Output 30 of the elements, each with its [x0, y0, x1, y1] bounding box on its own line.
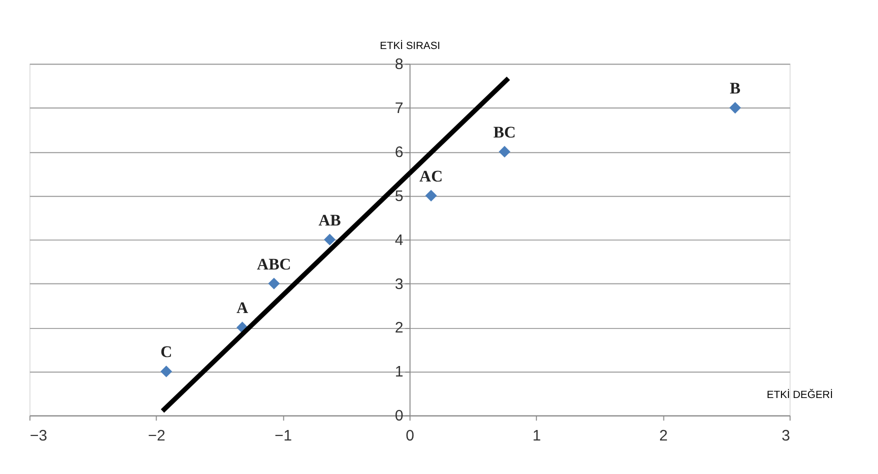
annotation: A: [236, 300, 248, 318]
point: [498, 146, 510, 158]
y-axis-title: ETKİ SIRASI: [380, 39, 440, 52]
point: [729, 102, 741, 114]
annotation: B: [730, 80, 741, 98]
annotation: BC: [493, 124, 516, 142]
annotation: ABC: [256, 256, 292, 274]
x-tick-label: −2: [148, 428, 166, 445]
y-tick-label: 3: [394, 276, 404, 293]
point: [425, 190, 437, 202]
x-tick-label: 3: [782, 428, 790, 445]
y-tick-label: 8: [394, 56, 404, 74]
x-tick-label: −1: [274, 428, 292, 445]
y-tick-label: 7: [394, 100, 404, 117]
x-tick-label: 1: [532, 428, 541, 445]
point: [268, 278, 280, 290]
y-tick-label: 1: [394, 364, 404, 381]
x-axis-title: ETKİ DEĞERİ: [766, 388, 833, 401]
y-tick-label: 6: [394, 144, 404, 161]
point: [160, 366, 172, 378]
x-tick-label: 0: [406, 428, 414, 445]
y-tick-label: 4: [394, 232, 404, 249]
x-tick-label: −3: [30, 428, 48, 445]
y-tick-label: 2: [394, 320, 404, 337]
point: [324, 234, 336, 246]
annotation: AC: [419, 168, 443, 186]
annotation: AB: [318, 212, 342, 230]
x-tick-label: 2: [659, 428, 668, 445]
y-tick-label: 5: [394, 188, 404, 205]
annotation: C: [160, 344, 172, 362]
